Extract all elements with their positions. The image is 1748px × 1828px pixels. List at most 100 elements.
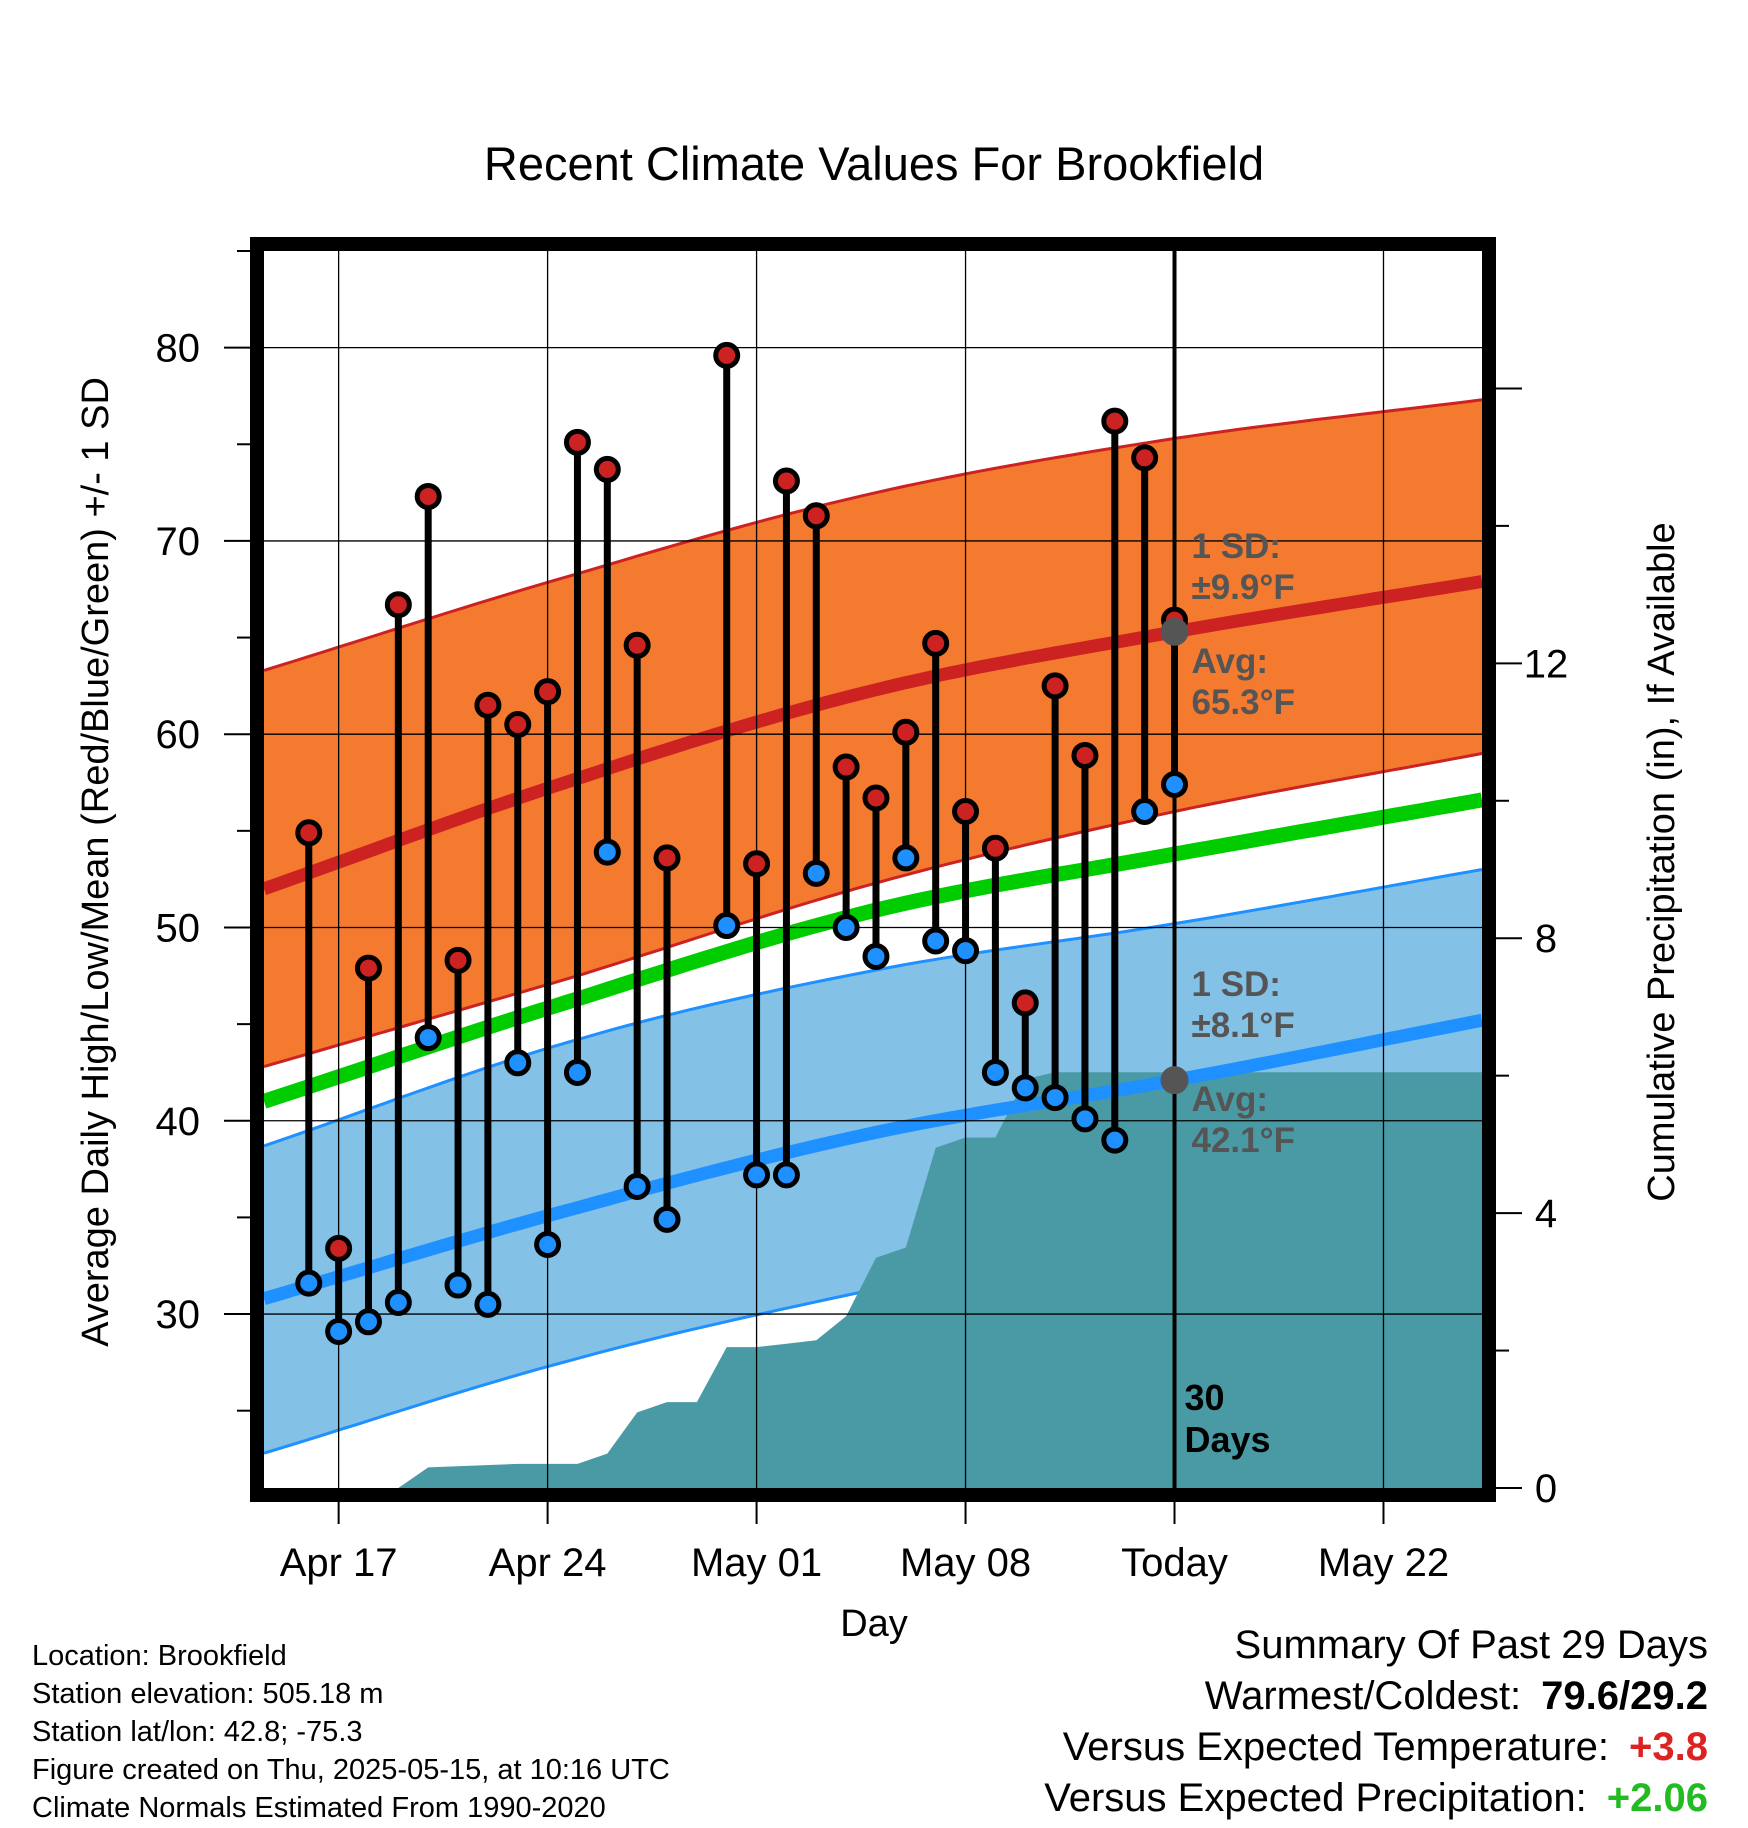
low-point <box>474 1290 502 1318</box>
high-avg-marker <box>1160 617 1189 646</box>
high-point <box>325 1234 353 1262</box>
normal-low-line <box>262 1013 1484 1305</box>
low-point <box>772 1161 800 1189</box>
high-point <box>952 798 980 826</box>
high-point <box>1071 741 1099 769</box>
low-point <box>832 913 860 941</box>
low-avg-value: 42.1°F <box>1192 1121 1296 1160</box>
low-avg-label: Avg: <box>1192 1080 1268 1119</box>
low-sd-upper-line <box>263 868 1483 1148</box>
high-sd-label: 1 SD: <box>1192 527 1281 566</box>
high-point <box>802 502 830 530</box>
plot-frame <box>250 237 1496 1502</box>
low-point <box>295 1269 323 1297</box>
high-point <box>1011 989 1039 1017</box>
high-point <box>474 691 502 719</box>
x-tick-label: Apr 17 <box>280 1541 398 1585</box>
y2-tick-label: 0 <box>1535 1467 1557 1511</box>
low-point <box>862 942 890 970</box>
low-point <box>325 1317 353 1345</box>
high-point <box>444 946 472 974</box>
summary-temp-label: Versus Expected Temperature: <box>1062 1725 1610 1769</box>
low-point <box>1011 1074 1039 1102</box>
low-point <box>981 1058 1009 1086</box>
chart-title: Recent Climate Values For Brookfield <box>484 137 1264 190</box>
high-point <box>892 718 920 746</box>
low-point <box>713 912 741 940</box>
x-axis-label: Day <box>840 1603 908 1645</box>
y2-tick-label: 8 <box>1535 917 1557 961</box>
y-tick-label: 40 <box>156 1100 201 1144</box>
high-point <box>414 482 442 510</box>
high-sd-value: ±9.9°F <box>1192 568 1295 607</box>
today-label-number: 30 <box>1185 1377 1225 1418</box>
summary-precipitation: Versus Expected Precipitation: +2.06 <box>1044 1776 1708 1821</box>
summary-warm-cold: Warmest/Coldest: 79.6/29.2 <box>1205 1674 1708 1719</box>
low-point <box>354 1308 382 1336</box>
x-tick-label: May 08 <box>900 1541 1031 1585</box>
summary-temp-value: +3.8 <box>1629 1725 1708 1769</box>
low-point <box>922 927 950 955</box>
low-point <box>1071 1105 1099 1133</box>
footer-latlon: Station lat/lon: 42.8; -75.3 <box>32 1716 363 1748</box>
low-point <box>414 1024 442 1052</box>
low-point <box>444 1271 472 1299</box>
y-axis-label: Average Daily High/Low/Mean (Red/Blue/Gr… <box>75 377 117 1347</box>
high-point <box>593 455 621 483</box>
high-point <box>534 678 562 706</box>
low-avg-marker <box>1160 1066 1189 1095</box>
high-avg-label: Avg: <box>1192 642 1268 681</box>
low-point <box>952 937 980 965</box>
y2-tick-label: 4 <box>1535 1192 1557 1236</box>
high-point <box>504 711 532 739</box>
summary-warm-cold-label: Warmest/Coldest: <box>1204 1674 1522 1718</box>
summary-precip-label: Versus Expected Precipitation: <box>1044 1776 1587 1820</box>
low-point <box>504 1049 532 1077</box>
high-point <box>862 784 890 812</box>
x-tick-label: May 01 <box>691 1541 822 1585</box>
high-point <box>832 753 860 781</box>
footer-elevation: Station elevation: 505.18 m <box>32 1678 384 1710</box>
x-tick-label: May 22 <box>1318 1541 1449 1585</box>
summary-title: Summary Of Past 29 Days <box>1234 1623 1708 1667</box>
low-point <box>892 844 920 872</box>
today-label-days: Days <box>1185 1419 1271 1460</box>
footer-info: Location: Brookfield Station elevation: … <box>32 1637 670 1827</box>
high-point <box>743 850 771 878</box>
summary-temperature: Versus Expected Temperature: +3.8 <box>1063 1725 1708 1770</box>
low-sd-label: 1 SD: <box>1192 965 1281 1004</box>
y-tick-label: 30 <box>156 1293 201 1337</box>
high-point <box>1131 444 1159 472</box>
high-point <box>295 819 323 847</box>
low-point <box>623 1172 651 1200</box>
low-point <box>743 1161 771 1189</box>
high-point <box>713 341 741 369</box>
footer-created: Figure created on Thu, 2025-05-15, at 10… <box>32 1754 670 1786</box>
summary-precip-value: +2.06 <box>1606 1776 1708 1820</box>
low-point <box>1101 1126 1129 1154</box>
precipitation-area <box>398 1072 1482 1488</box>
footer-normals: Climate Normals Estimated From 1990-2020 <box>32 1792 606 1824</box>
high-sd-upper-line <box>263 398 1483 672</box>
high-point <box>563 428 591 456</box>
y-tick-label: 50 <box>156 906 201 950</box>
high-point <box>354 954 382 982</box>
y2-axis-label: Cumulative Precipitation (in), If Availa… <box>1641 522 1683 1201</box>
high-point <box>623 631 651 659</box>
low-point <box>1041 1084 1069 1112</box>
low-point <box>1161 770 1189 798</box>
high-point <box>384 591 412 619</box>
x-tick-label: Apr 24 <box>489 1541 607 1585</box>
footer-location: Location: Brookfield <box>32 1640 287 1672</box>
low-point <box>802 859 830 887</box>
y-tick-label: 80 <box>156 327 201 371</box>
high-point <box>922 629 950 657</box>
high-sd-band <box>264 399 1482 1067</box>
high-point <box>1041 672 1069 700</box>
high-point <box>981 834 1009 862</box>
high-point <box>653 844 681 872</box>
low-sd-value: ±8.1°F <box>1192 1006 1295 1045</box>
high-point <box>772 467 800 495</box>
